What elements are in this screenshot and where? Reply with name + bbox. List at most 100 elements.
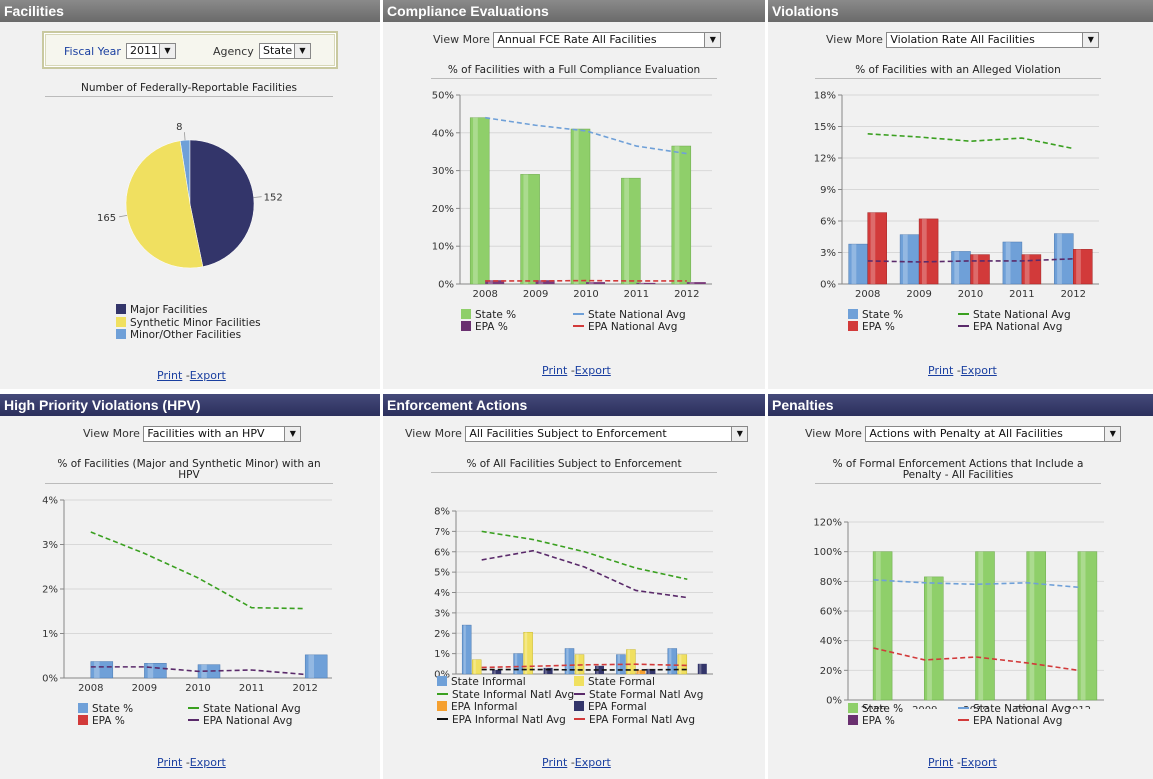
chart-title-line: Penalty - All Facilities (902, 469, 1014, 481)
chevron-down-icon: ▼ (284, 427, 301, 441)
legend-swatch (461, 309, 471, 319)
bar (492, 669, 502, 674)
y-tick-label: 120% (813, 518, 842, 529)
view-more-label: View More (83, 427, 140, 440)
y-tick-label: 0% (826, 696, 842, 707)
bar-highlight (973, 254, 979, 284)
bar (485, 280, 505, 284)
view-more: View More Violation Rate All Facilities ▼ (826, 32, 1100, 48)
x-tick-label: 2008 (861, 705, 886, 709)
legend-item: State % (848, 703, 903, 716)
legend-item: EPA % (461, 321, 508, 334)
legend-item: State National Avg (958, 703, 1071, 716)
legend-item: EPA National Avg (958, 715, 1062, 728)
print-link[interactable]: Print (928, 364, 954, 377)
legend-line (958, 707, 969, 709)
bar-highlight (538, 280, 544, 284)
legend-item: State Formal (574, 676, 655, 689)
x-tick-label: 2009 (132, 683, 157, 694)
export-link[interactable]: Export (189, 756, 226, 769)
legend-label: State Formal Natl Avg (589, 688, 704, 701)
bar-highlight (679, 654, 682, 674)
pie-data-label: 165 (97, 213, 116, 224)
export-link[interactable]: Export (574, 364, 611, 377)
x-tick-label: 2008 (472, 289, 497, 300)
y-tick-label: 0% (820, 280, 836, 291)
bar-highlight (544, 667, 548, 674)
chart-title: % of All Facilities Subject to Enforceme… (431, 459, 717, 473)
print-link[interactable]: Print (542, 364, 568, 377)
bar-highlight (566, 648, 569, 674)
legend-label: Synthetic Minor Facilities (130, 316, 261, 329)
bar (90, 661, 114, 679)
legend-swatch (848, 321, 858, 331)
bar (872, 551, 893, 701)
print-link[interactable]: Print (542, 756, 568, 769)
bar-highlight (954, 251, 960, 284)
series-line (481, 530, 688, 581)
view-more-select[interactable]: Violation Rate All Facilities ▼ (886, 32, 1100, 48)
y-tick-label: 50% (432, 91, 454, 102)
view-more-select[interactable]: Actions with Penalty at All Facilities ▼ (865, 426, 1122, 442)
view-more-label: View More (826, 33, 883, 46)
bar (469, 117, 490, 285)
pie-slice (125, 140, 204, 269)
print-link[interactable]: Print (157, 756, 183, 769)
legend-line (958, 325, 969, 327)
view-more-select[interactable]: Facilities with an HPV ▼ (143, 426, 302, 442)
y-tick-label: 6% (820, 217, 836, 228)
bar-highlight (573, 129, 579, 284)
agency-select[interactable]: State ▼ (259, 43, 311, 59)
x-tick-label: 2009 (906, 289, 931, 300)
legend-item: State National Avg (958, 309, 1071, 322)
x-tick-label: 2010 (963, 705, 988, 709)
export-link[interactable]: Export (189, 369, 226, 382)
bar-highlight (875, 551, 881, 700)
legend-label: State % (862, 703, 904, 715)
y-tick-label: 40% (820, 636, 842, 647)
y-tick-label: 1% (42, 629, 58, 640)
bar (595, 665, 604, 674)
bar-highlight (308, 654, 314, 678)
legend-item: EPA Informal Natl Avg (437, 714, 566, 727)
legend-line (573, 313, 584, 315)
bar (461, 624, 472, 675)
export-link[interactable]: Export (574, 756, 611, 769)
bar-highlight (514, 653, 518, 674)
legend-item: State National Avg (573, 309, 686, 322)
legend-swatch (116, 304, 126, 314)
bar (697, 663, 707, 674)
x-tick-label: 2012 (292, 683, 317, 694)
view-more-value: Annual FCE Rate All Facilities (497, 33, 657, 46)
bar-highlight (902, 234, 908, 284)
panel-title: Penalties (768, 394, 1153, 416)
bar (951, 251, 971, 285)
facilities-panel: Facilities Fiscal Year 2011 ▼ Agency Stat… (0, 0, 380, 389)
x-tick-label: 2012 (1061, 289, 1086, 300)
view-more-label: View More (805, 427, 862, 440)
chevron-down-icon: ▼ (1104, 427, 1121, 441)
legend-item: EPA National Avg (958, 321, 1062, 334)
export-link[interactable]: Export (960, 756, 997, 769)
bar-highlight (523, 174, 529, 284)
pie-data-label: 8 (176, 122, 182, 133)
legend-item: State % (78, 703, 133, 716)
y-tick-label: 12% (814, 154, 836, 165)
legend-item: EPA Formal (574, 701, 647, 714)
export-link[interactable]: Export (960, 364, 997, 377)
print-link[interactable]: Print (157, 369, 183, 382)
x-tick-label: 2011 (1014, 705, 1039, 709)
view-more-select[interactable]: Annual FCE Rate All Facilities ▼ (493, 32, 722, 48)
bar (686, 282, 706, 284)
y-tick-label: 5% (434, 568, 450, 579)
print-link[interactable]: Print (928, 756, 954, 769)
x-tick-label: 2010 (185, 683, 210, 694)
panel-links: Print -Export (542, 364, 611, 377)
bar (918, 218, 939, 285)
legend-item: EPA % (848, 321, 895, 334)
x-tick-label: 2011 (239, 683, 264, 694)
fiscal-year-select[interactable]: 2011 ▼ (126, 43, 176, 59)
chevron-down-icon: ▼ (704, 33, 721, 47)
view-more-select[interactable]: All Facilities Subject to Enforcement ▼ (465, 426, 749, 442)
pie-data-label: 152 (264, 193, 283, 204)
